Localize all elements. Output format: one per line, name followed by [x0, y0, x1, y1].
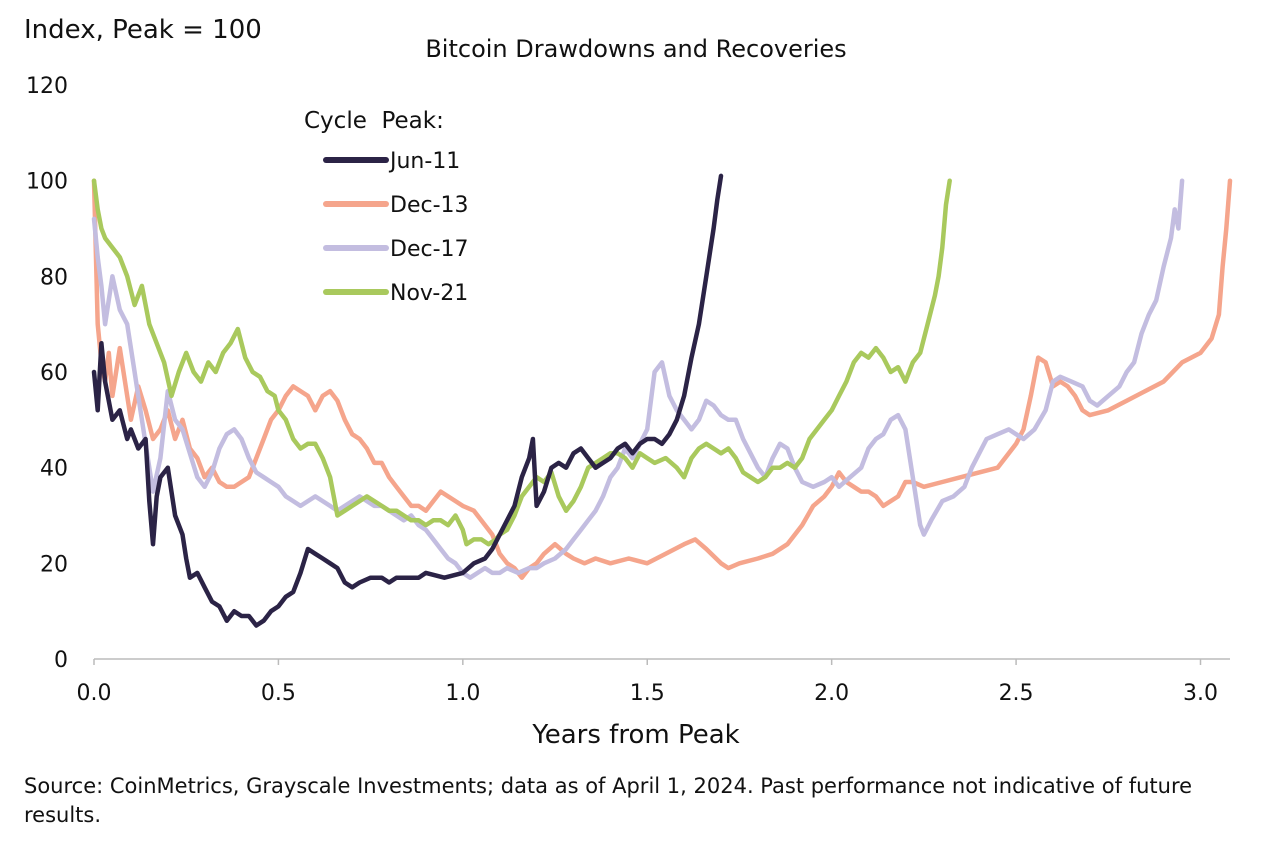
- series-line-dec-17: [91, 178, 1185, 580]
- series-line-jun-11: [91, 173, 724, 628]
- y-axis: 0 20 40 60 80 100 120: [26, 74, 68, 673]
- x-tick-label: 0.0: [77, 681, 112, 706]
- y-tick-label: 20: [40, 552, 68, 577]
- y-axis-label: Index, Peak = 100: [24, 15, 262, 45]
- legend-label: Jun-11: [388, 149, 460, 174]
- x-tick-label: 3.0: [1183, 681, 1218, 706]
- y-tick-label: 120: [26, 74, 68, 99]
- source-note: Source: CoinMetrics, Grayscale Investmen…: [24, 774, 1193, 827]
- legend-title: Cycle Peak:: [304, 108, 444, 134]
- legend-label: Nov-21: [390, 281, 468, 306]
- series-line-nov-21: [91, 178, 952, 547]
- y-tick-label: 0: [54, 648, 68, 673]
- y-tick-label: 100: [26, 170, 68, 195]
- x-tick-label: 2.5: [999, 681, 1034, 706]
- series-group: [91, 173, 1233, 628]
- chart-title: Bitcoin Drawdowns and Recoveries: [425, 35, 846, 63]
- legend-label: Dec-13: [390, 193, 469, 218]
- x-axis-label: Years from Peak: [531, 720, 739, 750]
- y-tick-label: 40: [40, 457, 68, 482]
- y-tick-label: 80: [40, 265, 68, 290]
- x-tick-label: 1.5: [630, 681, 665, 706]
- x-tick-label: 0.5: [261, 681, 296, 706]
- x-axis: 0.0 0.5 1.0 1.5 2.0 2.5 3.0: [77, 659, 1218, 706]
- x-tick-label: 1.0: [445, 681, 480, 706]
- legend: Cycle Peak: Jun-11 Dec-13 Dec-17 Nov-21: [304, 108, 469, 306]
- legend-label: Dec-17: [390, 237, 469, 262]
- x-tick-label: 2.0: [814, 681, 849, 706]
- y-tick-label: 60: [40, 361, 68, 386]
